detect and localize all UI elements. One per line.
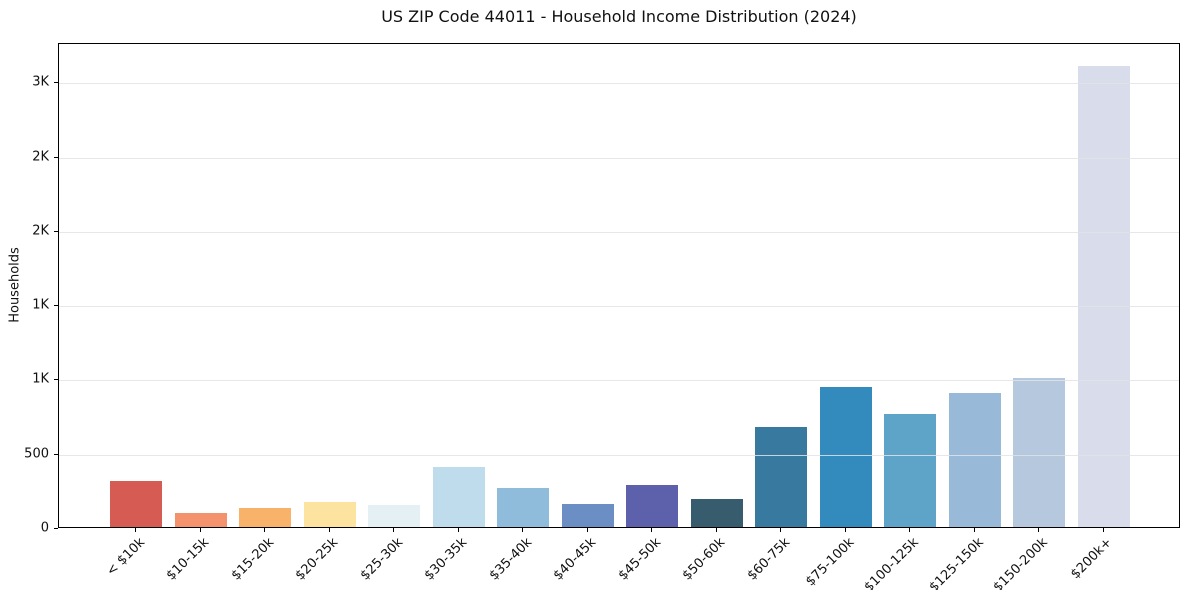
y-tick-mark (54, 305, 58, 307)
y-tick-label: 1K (32, 371, 49, 387)
x-tick-mark (1038, 528, 1040, 532)
x-tick-mark (909, 528, 911, 532)
bar (239, 507, 292, 527)
x-tick-mark (780, 528, 782, 532)
x-tick-label: $10-15k (163, 535, 213, 584)
bar (561, 503, 614, 527)
y-tick-mark (54, 453, 58, 455)
x-tick-label: $75-100k (803, 535, 858, 590)
chart-title: US ZIP Code 44011 - Household Income Dis… (381, 7, 857, 26)
x-tick-label: $60-75k (744, 535, 793, 584)
x-tick-label: $20-25k (292, 535, 342, 584)
bar (432, 466, 485, 527)
bar (174, 512, 227, 527)
x-tick-label: < $10k (103, 535, 148, 580)
bar (1077, 66, 1130, 527)
x-tick-mark (844, 528, 846, 532)
y-tick-label: 0 (40, 520, 49, 536)
x-tick-mark (328, 528, 330, 532)
x-tick-mark (457, 528, 459, 532)
y-tick-label: 2K (32, 223, 49, 239)
x-tick-label: $30-35k (421, 535, 471, 584)
y-tick-mark (54, 156, 58, 158)
x-tick-label: $200k+ (1068, 535, 1116, 583)
x-tick-mark (522, 528, 524, 532)
x-tick-mark (393, 528, 395, 532)
x-tick-label: $40-45k (550, 535, 600, 584)
bar (497, 488, 550, 527)
x-tick-label: $35-40k (486, 535, 535, 584)
x-tick-mark (135, 528, 137, 532)
bar (1013, 378, 1066, 527)
bar (948, 393, 1001, 527)
bar (819, 387, 872, 527)
y-tick-mark (54, 379, 58, 381)
x-tick-mark (199, 528, 201, 532)
bar (110, 480, 163, 527)
x-tick-mark (715, 528, 717, 532)
x-tick-mark (1102, 528, 1104, 532)
x-tick-label: $100-125k (861, 535, 922, 590)
bar (755, 427, 808, 527)
y-tick-label: 1K (32, 297, 49, 313)
y-tick-mark (54, 82, 58, 84)
plot-area (58, 43, 1180, 528)
x-tick-label: $150-200k (990, 535, 1051, 590)
bar (690, 498, 743, 527)
y-tick-label: 3K (32, 74, 49, 90)
x-tick-label: $45-50k (615, 535, 664, 584)
x-tick-label: $50-60k (679, 535, 729, 584)
y-tick-mark (54, 230, 58, 232)
y-tick-label: 2K (32, 149, 49, 165)
y-tick-label: 500 (24, 446, 49, 462)
x-tick-label: $15-20k (228, 535, 277, 584)
x-tick-mark (973, 528, 975, 532)
bar (303, 501, 356, 527)
x-tick-label: $125-150k (926, 535, 987, 590)
y-tick-mark (54, 528, 58, 529)
bar (368, 505, 421, 527)
bar (626, 484, 679, 527)
bar (884, 414, 937, 527)
x-tick-mark (264, 528, 266, 532)
x-tick-mark (586, 528, 588, 532)
x-tick-label: $25-30k (357, 535, 406, 584)
x-tick-mark (651, 528, 653, 532)
bar-layer (59, 44, 1179, 527)
